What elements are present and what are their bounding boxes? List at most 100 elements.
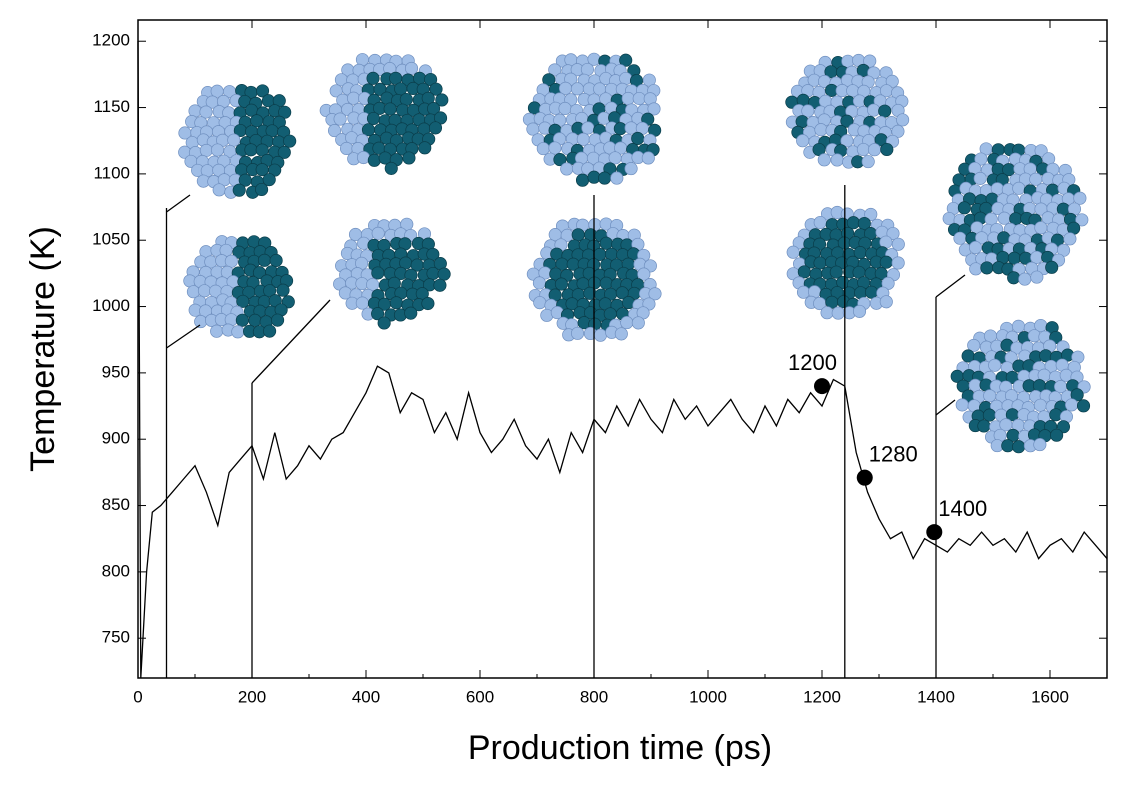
x-tick-label: 1200: [803, 687, 841, 706]
cluster-images: [178, 52, 1091, 454]
x-tick-label: 1600: [1031, 687, 1069, 706]
atom: [1065, 398, 1079, 412]
atom: [263, 324, 277, 338]
atom: [199, 143, 213, 157]
atom: [852, 304, 867, 318]
atom: [982, 408, 996, 422]
y-tick-label: 1150: [93, 97, 130, 116]
x-axis-label: Production time (ps): [468, 729, 772, 767]
atom: [575, 173, 590, 187]
atom: [366, 111, 381, 126]
atom: [891, 256, 905, 270]
atom: [367, 153, 381, 167]
atom: [997, 231, 1011, 245]
atom: [637, 267, 651, 281]
x-tick-label: 800: [580, 687, 608, 706]
atom: [339, 141, 354, 155]
atom: [231, 325, 245, 339]
atom: [377, 316, 391, 330]
atom: [389, 296, 403, 310]
atom: [969, 262, 983, 276]
atom: [620, 316, 634, 330]
atom: [1070, 388, 1084, 402]
atom: [867, 143, 882, 157]
atom: [255, 182, 269, 197]
atom: [283, 134, 297, 148]
atom: [232, 183, 246, 197]
annotation-dot: [814, 378, 830, 395]
atom: [333, 112, 347, 126]
atom: [548, 141, 562, 155]
atom: [553, 153, 567, 167]
atom: [1045, 260, 1059, 274]
atom: [973, 171, 987, 185]
atom: [255, 84, 270, 98]
atom: [599, 276, 613, 290]
atom: [796, 285, 811, 299]
y-tick-label: 1000: [92, 296, 130, 315]
atom: [1056, 420, 1070, 434]
atom: [831, 306, 845, 320]
atom: [570, 326, 585, 340]
atom: [1007, 251, 1021, 265]
atom: [619, 53, 633, 67]
atom: [327, 124, 342, 138]
atom: [878, 104, 892, 118]
guide-connector: [935, 274, 966, 298]
atom: [608, 151, 622, 165]
atom: [199, 105, 213, 119]
atom: [1034, 221, 1048, 235]
atom: [1012, 440, 1026, 454]
atom: [977, 419, 991, 433]
atom: [980, 261, 994, 275]
atom: [366, 71, 380, 85]
guide-connector: [166, 194, 191, 213]
atom: [384, 161, 398, 175]
atom: [1011, 319, 1026, 333]
atom: [797, 265, 811, 279]
x-tick-label: 400: [352, 687, 380, 706]
atom: [554, 277, 568, 291]
atom: [404, 61, 419, 75]
atom: [856, 142, 870, 157]
atom: [641, 151, 655, 165]
atom: [967, 338, 981, 352]
atom: [581, 121, 595, 135]
atom: [371, 266, 385, 280]
atom: [532, 276, 546, 290]
atom: [276, 283, 290, 297]
atom: [631, 131, 645, 146]
atom: [648, 287, 662, 301]
atom: [1030, 270, 1044, 284]
atom: [433, 278, 447, 292]
atom: [801, 104, 815, 118]
atom: [576, 132, 590, 146]
atom: [1034, 144, 1048, 158]
atom: [277, 145, 291, 159]
atom: [867, 103, 881, 117]
atom: [371, 307, 385, 321]
atom: [210, 324, 224, 338]
atom: [1075, 213, 1089, 227]
atom: [560, 162, 574, 176]
atom: [886, 226, 900, 241]
atom: [542, 73, 556, 87]
atom: [194, 315, 208, 329]
atom: [614, 327, 628, 341]
annotation-dot: [926, 524, 943, 541]
atom: [957, 201, 971, 215]
atom: [624, 162, 638, 176]
atom: [437, 267, 451, 281]
atom: [879, 295, 893, 309]
atom: [796, 134, 810, 148]
atom: [953, 231, 967, 245]
atom: [861, 155, 875, 169]
atom: [820, 306, 834, 320]
atom: [402, 151, 416, 165]
atom: [421, 296, 435, 311]
atom: [1050, 428, 1064, 442]
atom: [227, 133, 241, 147]
atom: [269, 253, 283, 268]
plot-frame: [137, 19, 1108, 679]
atom: [558, 101, 572, 116]
